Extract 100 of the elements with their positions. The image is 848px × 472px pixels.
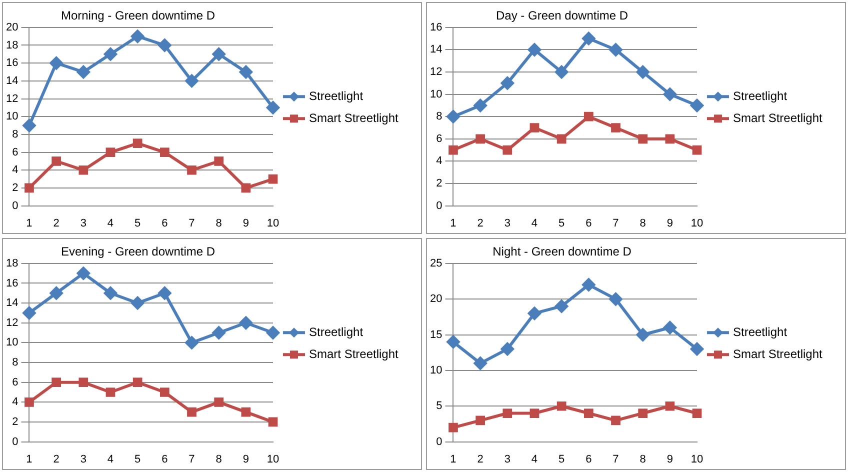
y-tick-label: 6: [12, 376, 18, 388]
point: [500, 76, 514, 90]
legend-label: Smart Streetlight: [309, 110, 400, 125]
y-tick-label: 20: [6, 21, 18, 34]
x-tick-label: 7: [188, 217, 195, 230]
point: [611, 123, 620, 132]
point: [241, 183, 251, 193]
point: [448, 422, 458, 432]
point: [266, 101, 280, 114]
x-tick-label: 10: [690, 453, 704, 466]
y-tick-label: 14: [6, 297, 18, 310]
point: [50, 286, 63, 300]
point: [22, 306, 36, 320]
point: [106, 388, 116, 397]
x-tick-label: 10: [266, 453, 280, 466]
point: [528, 43, 541, 56]
x-tick-label: 7: [188, 453, 195, 466]
legend-label: Streetlight: [733, 88, 788, 103]
point: [638, 408, 648, 418]
x-tick-label: 3: [80, 453, 86, 466]
y-tick-label: 18: [6, 257, 18, 270]
x-tick-label: 8: [640, 453, 646, 466]
x-tick-label: 1: [450, 217, 456, 230]
x-tick-label: 8: [216, 217, 222, 230]
point: [132, 138, 142, 148]
point: [690, 98, 704, 112]
point: [690, 342, 704, 356]
point: [131, 296, 144, 310]
point: [665, 401, 675, 411]
point: [214, 156, 224, 166]
point: [665, 134, 675, 144]
legend-label: Streetlight: [309, 88, 364, 103]
point: [76, 66, 90, 78]
chart-title: Day - Green downtime D: [496, 8, 628, 23]
point: [132, 378, 142, 388]
y-tick-label: 10: [6, 110, 18, 123]
point: [131, 30, 144, 43]
y-tick-label: 12: [6, 316, 18, 329]
x-tick-label: 4: [531, 217, 538, 230]
point: [530, 408, 540, 418]
point: [187, 407, 196, 417]
y-tick-label: 4: [12, 164, 18, 176]
point: [692, 408, 702, 418]
x-tick-label: 4: [107, 217, 114, 230]
y-tick-label: 2: [12, 416, 18, 428]
x-tick-label: 1: [26, 217, 32, 230]
point: [52, 378, 62, 388]
x-tick-label: 6: [162, 217, 168, 230]
y-tick-label: 0: [12, 200, 18, 212]
point: [500, 342, 514, 356]
point: [22, 119, 36, 132]
x-tick-label: 5: [134, 217, 141, 230]
point: [584, 408, 594, 418]
point: [663, 321, 676, 334]
x-tick-label: 2: [53, 217, 60, 230]
point: [476, 416, 486, 426]
point: [582, 32, 596, 46]
y-tick-label: 8: [436, 110, 442, 123]
x-tick-label: 6: [586, 217, 592, 230]
y-tick-label: 25: [430, 257, 442, 270]
point: [556, 134, 566, 144]
y-tick-label: 14: [6, 74, 18, 87]
point: [106, 148, 116, 157]
y-tick-label: 2: [12, 182, 18, 194]
y-tick-label: 8: [12, 356, 18, 369]
point: [185, 74, 198, 88]
x-tick-label: 8: [640, 217, 646, 230]
point: [239, 66, 252, 78]
point: [584, 112, 594, 122]
y-tick-label: 10: [430, 364, 442, 376]
y-tick-label: 8: [12, 128, 18, 140]
point: [611, 416, 620, 426]
point: [268, 174, 278, 184]
x-tick-label: 5: [558, 217, 565, 230]
point: [474, 356, 487, 370]
point: [638, 134, 648, 144]
point: [502, 145, 512, 155]
point: [50, 56, 63, 70]
legend-label: Smart Streetlight: [733, 346, 824, 361]
y-tick-label: 0: [12, 436, 18, 448]
y-tick-label: 10: [430, 88, 442, 100]
y-tick-label: 2: [436, 178, 442, 190]
x-tick-label: 1: [450, 453, 456, 466]
point: [448, 145, 458, 155]
y-tick-label: 12: [430, 66, 442, 78]
x-tick-label: 2: [477, 453, 484, 466]
point: [212, 326, 226, 340]
point: [104, 48, 117, 61]
x-tick-label: 7: [612, 217, 619, 230]
y-tick-label: 0: [436, 200, 442, 212]
point: [636, 66, 650, 78]
point: [555, 66, 568, 78]
point: [609, 43, 622, 56]
point: [158, 38, 172, 52]
point: [663, 88, 676, 101]
point: [104, 286, 117, 300]
legend-label: Smart Streetlight: [309, 346, 400, 361]
x-tick-label: 9: [242, 217, 249, 230]
chart-title: Evening - Green downtime D: [60, 244, 216, 259]
point: [24, 397, 34, 407]
